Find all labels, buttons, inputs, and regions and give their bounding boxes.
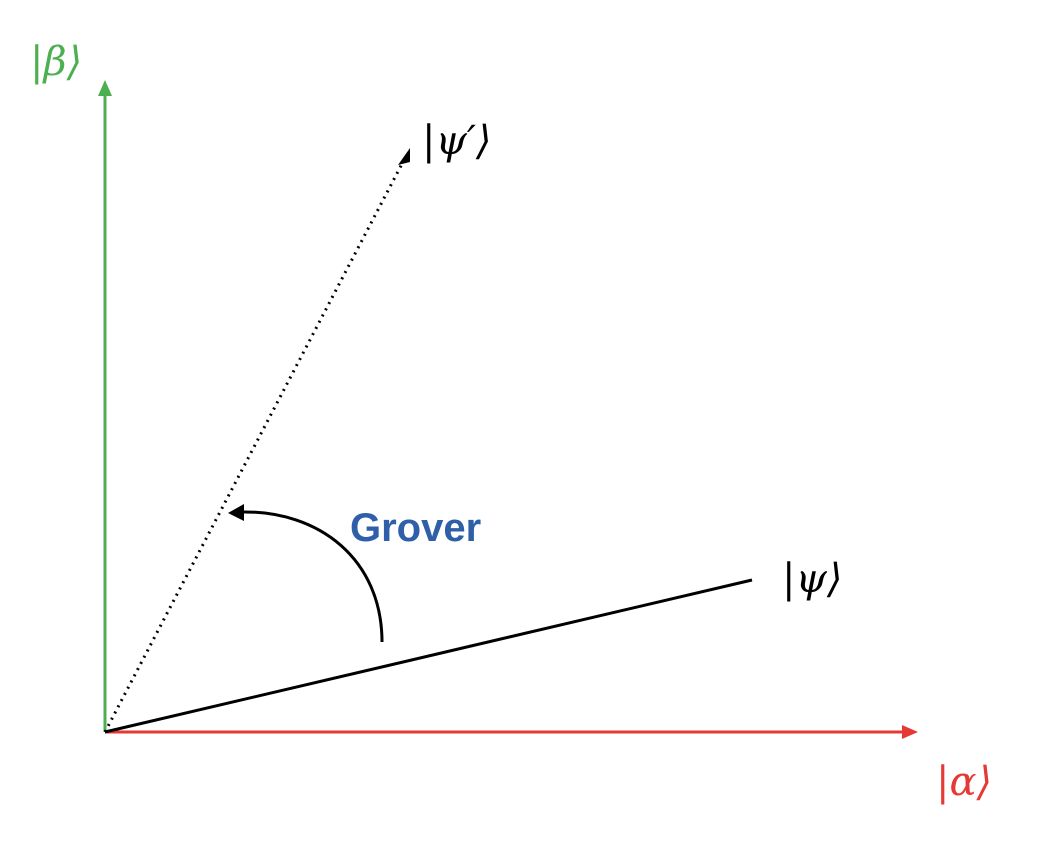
psi-prime-arrowhead [398, 148, 410, 165]
beta-ket-label: |β⟩ [30, 39, 82, 85]
grover-arc-arrowhead [228, 504, 244, 521]
beta-axis-arrowhead [98, 80, 112, 96]
psi-prime-ket-label: |ψ′⟩ [422, 118, 492, 164]
psi-prime-vector [103, 159, 406, 733]
alpha-axis-arrowhead [902, 725, 918, 739]
grover-operator-label: Grover [350, 506, 481, 550]
grover-rotation-arc [239, 510, 384, 643]
alpha-ket-label: |α⟩ [936, 759, 992, 805]
psi-vector [104, 578, 753, 734]
psi-ket-label: |ψ⟩ [782, 556, 842, 602]
